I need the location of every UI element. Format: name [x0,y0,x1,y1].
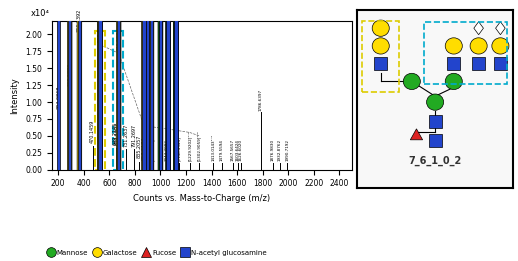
Text: [1148.4345]¹⁻²: [1148.4345]¹⁻² [178,130,181,161]
Text: 868.3184: 868.3184 [141,136,146,159]
Polygon shape [118,0,120,261]
Circle shape [166,0,170,261]
Polygon shape [496,22,505,35]
Bar [142,0,146,261]
Circle shape [146,0,150,261]
Bar [98,0,102,261]
X-axis label: Counts vs. Mass-to-Charge (m/z): Counts vs. Mass-to-Charge (m/z) [134,194,270,203]
Y-axis label: Intensity: Intensity [10,77,20,114]
Text: 1990.7192: 1990.7192 [285,139,289,161]
Text: 649.2145: 649.2145 [113,122,118,145]
Text: 835.2057: 835.2057 [137,135,142,158]
Text: [1302.9059]¹⁻²: [1302.9059]¹⁻² [197,130,201,161]
Text: 366.1392: 366.1392 [77,8,82,32]
Circle shape [98,0,103,261]
Bar [150,0,153,261]
Circle shape [174,0,178,261]
Bar [166,0,170,261]
Circle shape [372,38,390,54]
Bar [159,0,162,261]
Text: 1413.0143¹⁻²: 1413.0143¹⁻² [211,134,215,161]
Circle shape [77,0,82,261]
Circle shape [117,0,121,261]
Text: 1603.6424: 1603.6424 [236,139,240,161]
Text: 1044.7092: 1044.7092 [164,139,168,161]
Bar [146,0,150,261]
Text: 791.2697: 791.2697 [131,123,136,147]
Bar [57,0,61,261]
Circle shape [470,38,487,54]
Text: 7_6_1_0_2: 7_6_1_0_2 [409,156,462,167]
Text: 659.1992: 659.1992 [114,122,120,145]
Circle shape [158,0,163,261]
Circle shape [372,20,390,36]
Text: 204.0868: 204.0868 [56,86,61,109]
Circle shape [492,38,509,54]
Text: [940.6912]¹⁻²: [940.6912]¹⁻² [151,133,155,161]
Circle shape [445,73,463,90]
Bar [174,0,178,261]
Text: 1479.5594: 1479.5594 [220,139,224,161]
Text: 1786.6397: 1786.6397 [259,89,263,111]
Circle shape [166,0,170,261]
Text: 528.1908: 528.1908 [98,19,103,42]
Bar [447,57,461,70]
Circle shape [141,0,146,261]
Bar [166,0,170,261]
Circle shape [174,0,178,261]
Circle shape [158,0,163,261]
Bar [78,0,81,261]
Bar [472,57,485,70]
Bar [428,115,442,128]
Circle shape [426,94,443,110]
Polygon shape [474,22,483,35]
Bar [174,0,178,261]
Text: x10⁴: x10⁴ [31,9,50,18]
Bar [117,0,121,261]
Circle shape [403,73,421,90]
Circle shape [98,0,103,261]
Text: 290.0872: 290.0872 [67,63,72,86]
Text: [1229.9202]¹⁻²: [1229.9202]¹⁻² [188,130,192,161]
Bar [374,57,387,70]
Text: 673.2284: 673.2284 [116,27,121,51]
Circle shape [67,0,72,261]
Text: 1876.9830: 1876.9830 [270,139,275,161]
Text: 470.1459: 470.1459 [90,120,95,143]
Bar [494,57,507,70]
Text: 1567.5657: 1567.5657 [231,139,235,161]
Text: 1626.6020: 1626.6020 [239,139,242,161]
Circle shape [98,0,103,261]
Text: 1932.8762: 1932.8762 [278,139,282,161]
Circle shape [445,38,463,54]
Text: 731.2637: 731.2637 [124,123,128,147]
Bar [159,0,162,261]
Polygon shape [410,129,423,140]
Circle shape [149,0,154,261]
Bar [428,134,442,147]
Bar [68,0,71,261]
